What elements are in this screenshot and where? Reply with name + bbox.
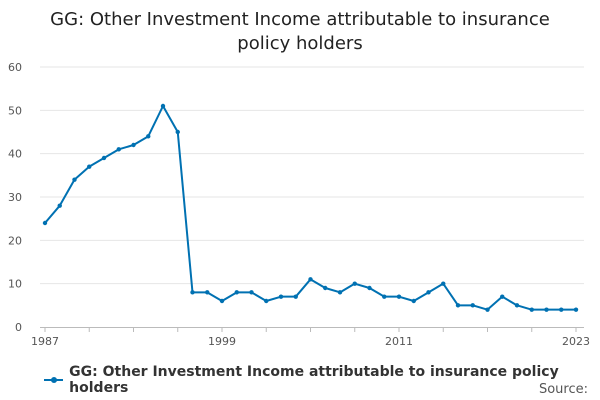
x-tick-label-2011: 2011	[385, 335, 413, 348]
y-tick-label-20: 20	[8, 234, 22, 247]
data-point-2018	[500, 294, 505, 299]
data-point-1997	[190, 290, 195, 295]
data-point-2011	[396, 294, 402, 299]
data-point-2019	[514, 303, 520, 308]
data-point-1999	[219, 298, 225, 304]
data-point-1996	[175, 129, 180, 135]
data-point-2012	[411, 298, 416, 304]
y-tick-label-40: 40	[8, 148, 22, 161]
data-point-1989	[72, 177, 77, 182]
legend-swatch	[44, 375, 64, 385]
data-point-2002	[264, 298, 269, 304]
data-point-2001	[249, 290, 254, 295]
data-point-2000	[234, 290, 239, 295]
data-point-1988	[57, 203, 62, 208]
x-tick-label-1987: 1987	[31, 335, 59, 348]
data-point-2021	[544, 307, 549, 312]
y-tick-label-0: 0	[15, 321, 22, 334]
data-point-2015	[455, 303, 461, 308]
data-point-2005	[308, 277, 313, 282]
data-point-2004	[293, 294, 298, 299]
source-label: Source:	[538, 382, 588, 397]
data-point-1994	[146, 134, 151, 139]
data-point-2016	[470, 303, 475, 308]
data-point-2013	[426, 290, 431, 295]
y-tick-label-60: 60	[8, 61, 22, 74]
legend-label: GG: Other Investment Income attributable…	[69, 364, 559, 396]
data-point-2006	[323, 285, 328, 291]
y-axis-ticks: 0 10 20 30 40 50 60	[8, 61, 22, 334]
data-point-1991	[101, 155, 107, 161]
y-tick-label-50: 50	[8, 104, 22, 117]
data-point-2014	[441, 281, 446, 286]
data-point-1995	[160, 103, 166, 109]
data-point-1990	[87, 164, 92, 169]
x-axis: 1987 1999 2011 2023	[31, 327, 590, 348]
data-point-1992	[116, 147, 121, 152]
y-tick-label-30: 30	[8, 191, 22, 204]
data-point-2020	[529, 307, 534, 312]
chart-title: GG: Other Investment Income attributable…	[0, 8, 600, 56]
series-group	[42, 103, 579, 312]
legend: GG: Other Investment Income attributable…	[44, 364, 600, 396]
data-point-2008	[352, 281, 357, 286]
data-point-2017	[485, 307, 490, 312]
x-tick-label-1999: 1999	[208, 335, 236, 348]
chart-title-line-2: policy holders	[237, 33, 363, 54]
data-point-1987	[42, 220, 48, 226]
data-point-2009	[367, 285, 372, 291]
data-point-2007	[337, 290, 343, 295]
data-point-1998	[205, 290, 210, 295]
x-tick-label-2023: 2023	[562, 335, 590, 348]
data-point-2023	[573, 307, 579, 312]
data-point-2003	[278, 294, 284, 299]
data-point-2010	[382, 294, 387, 299]
y-tick-label-10: 10	[8, 278, 22, 291]
data-point-2022	[559, 307, 564, 312]
chart-title-line-1: GG: Other Investment Income attributable…	[50, 9, 550, 30]
data-point-1993	[131, 142, 136, 148]
gridlines	[40, 66, 584, 285]
